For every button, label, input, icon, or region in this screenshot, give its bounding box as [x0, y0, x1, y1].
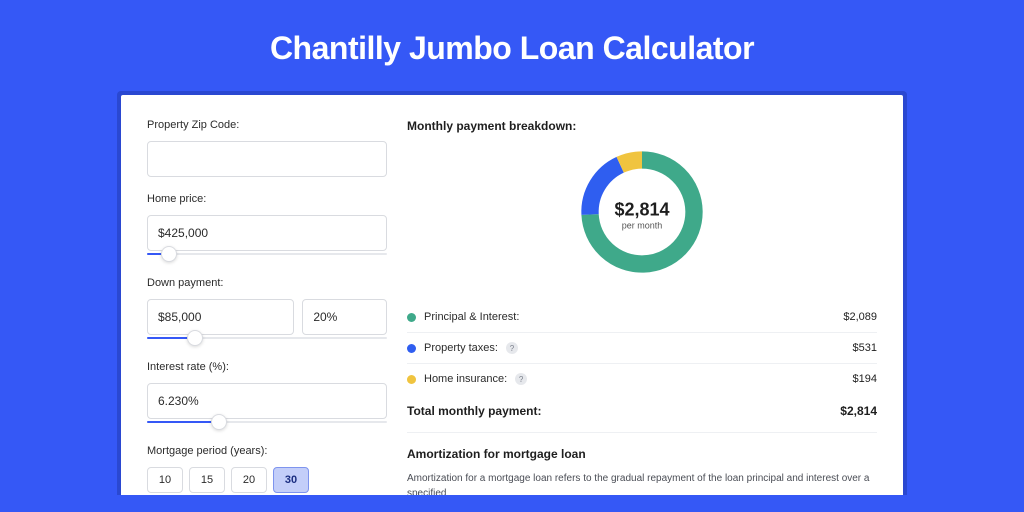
- slider-thumb[interactable]: [211, 414, 227, 430]
- hero: Chantilly Jumbo Loan Calculator: [0, 0, 1024, 91]
- zip-field-group: Property Zip Code:: [147, 119, 387, 177]
- donut-amount: $2,814: [614, 199, 669, 220]
- down-payment-label: Down payment:: [147, 277, 387, 289]
- interest-rate-label: Interest rate (%):: [147, 361, 387, 373]
- total-label: Total monthly payment:: [407, 404, 541, 418]
- card-shadow: Property Zip Code: Home price: Down paym…: [117, 91, 907, 495]
- legend-dot: [407, 313, 416, 322]
- page-title: Chantilly Jumbo Loan Calculator: [0, 30, 1024, 67]
- breakdown-line-items: Principal & Interest: $2,089 Property taxe…: [407, 302, 877, 394]
- line-item-amount: $194: [853, 373, 877, 385]
- donut-chart-wrap: $2,814 per month: [407, 147, 877, 282]
- line-item-label: Home insurance:: [424, 373, 507, 385]
- amortization-section: Amortization for mortgage loan Amortizat…: [407, 432, 877, 495]
- info-icon[interactable]: ?: [506, 342, 518, 354]
- period-button-20[interactable]: 20: [231, 467, 267, 493]
- donut-center: $2,814 per month: [614, 199, 669, 230]
- legend-dot: [407, 344, 416, 353]
- mortgage-period-options: 10152030: [147, 467, 387, 493]
- period-button-10[interactable]: 10: [147, 467, 183, 493]
- line-item-property_taxes: Property taxes:? $531: [407, 333, 877, 364]
- line-item-amount: $531: [853, 342, 877, 354]
- total-amount: $2,814: [840, 404, 877, 418]
- info-icon[interactable]: ?: [515, 373, 527, 385]
- slider-thumb[interactable]: [187, 330, 203, 346]
- form-column: Property Zip Code: Home price: Down paym…: [147, 119, 387, 491]
- amortization-title: Amortization for mortgage loan: [407, 447, 877, 461]
- line-item-amount: $2,089: [843, 311, 877, 323]
- down-payment-amount-input[interactable]: [147, 299, 294, 335]
- interest-rate-slider[interactable]: [147, 417, 387, 429]
- slider-thumb[interactable]: [161, 246, 177, 262]
- donut-container: $2,814 per month: [577, 147, 707, 282]
- breakdown-column: Monthly payment breakdown: $2,814 per mo…: [407, 119, 877, 491]
- down-payment-percent-input[interactable]: [302, 299, 387, 335]
- breakdown-title: Monthly payment breakdown:: [407, 119, 877, 133]
- mortgage-period-label: Mortgage period (years):: [147, 445, 387, 457]
- home-price-label: Home price:: [147, 193, 387, 205]
- donut-sub: per month: [614, 220, 669, 230]
- legend-dot: [407, 375, 416, 384]
- period-button-30[interactable]: 30: [273, 467, 309, 493]
- zip-input[interactable]: [147, 141, 387, 177]
- calculator-card: Property Zip Code: Home price: Down paym…: [121, 95, 903, 495]
- period-button-15[interactable]: 15: [189, 467, 225, 493]
- down-payment-slider[interactable]: [147, 333, 387, 345]
- interest-rate-input[interactable]: [147, 383, 387, 419]
- down-payment-row: [147, 299, 387, 335]
- line-item-label: Principal & Interest:: [424, 311, 519, 323]
- line-item-home_insurance: Home insurance:? $194: [407, 364, 877, 394]
- zip-label: Property Zip Code:: [147, 119, 387, 131]
- line-item-label: Property taxes:: [424, 342, 498, 354]
- home-price-slider[interactable]: [147, 249, 387, 261]
- amortization-text: Amortization for a mortgage loan refers …: [407, 471, 877, 495]
- total-row: Total monthly payment: $2,814: [407, 394, 877, 432]
- donut-segment-home_insurance: [620, 160, 642, 165]
- line-item-principal_interest: Principal & Interest: $2,089: [407, 302, 877, 333]
- home-price-input[interactable]: [147, 215, 387, 251]
